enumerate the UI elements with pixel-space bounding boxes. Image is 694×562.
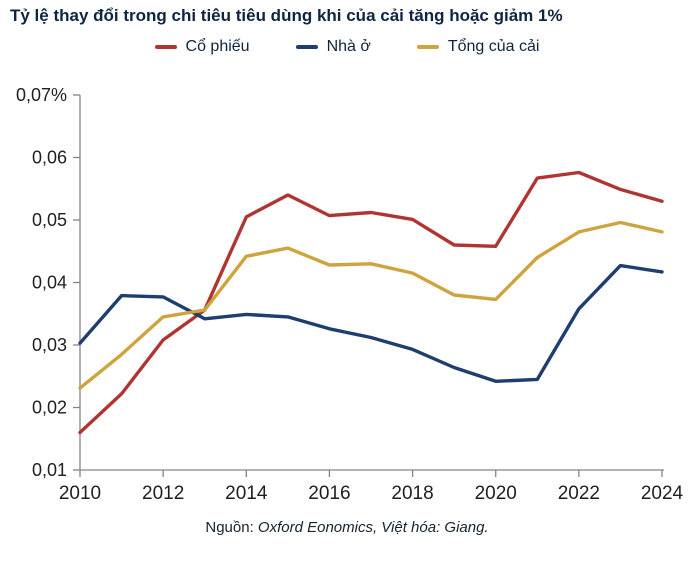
legend-item-2: Tổng của cải [416,38,540,56]
series-line-2 [78,220,664,390]
y-tick-label: 0,04 [32,273,67,293]
x-tick-label: 2022 [558,483,600,504]
x-tick-label: 2014 [225,483,268,504]
legend-item-0: Cổ phiếu [154,38,250,56]
x-tick-label: 2024 [641,483,684,504]
series-line-1 [78,263,664,383]
legend-dash-icon [295,45,318,49]
source-credit: Nguồn: Oxford Eonomics, Việt hóa: Giang. [0,519,694,536]
legend-dash-icon [416,45,439,49]
y-tick-label: 0,06 [32,148,67,168]
line-chart-plot: 0,07% 0,06 0,05 0,04 0,03 0,02 0,01 2010 2012 201… [16,85,684,504]
x-tick-label: 2016 [308,483,350,504]
y-tick-label: 0,01 [32,460,67,480]
series-line-0 [78,170,664,435]
y-tick-label: 0,05 [32,210,67,230]
x-tick-label: 2012 [142,483,184,504]
x-tick-label: 2010 [59,483,101,504]
legend-label: Cổ phiếu [185,38,250,55]
source-credit-text: Oxford Eonomics, Việt hóa: Giang. [257,519,489,536]
y-tick-label: 0,02 [32,398,67,418]
source-prefix: Nguồn: [205,519,258,536]
x-tick-label: 2020 [475,483,517,504]
chart-title: Tỷ lệ thay đổi trong chi tiêu tiêu dùng … [10,6,563,25]
chart-legend: Cổ phiếu Nhà ở Tổng của cải [0,38,694,56]
legend-item-1: Nhà ở [295,38,371,56]
y-tick-label: 0,07% [16,85,67,105]
legend-dash-icon [154,45,177,49]
legend-label: Tổng của cải [447,38,540,55]
legend-label: Nhà ở [326,38,371,55]
x-tick-label: 2018 [391,483,433,504]
y-tick-label: 0,03 [32,335,67,355]
